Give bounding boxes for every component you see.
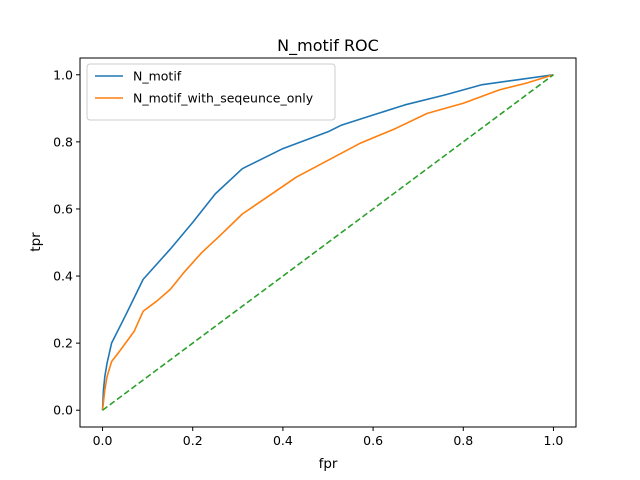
y-axis-ticks: 0.0 0.2 0.4 0.6 0.8 1.0 (53, 67, 80, 418)
series-line-2 (101, 74, 554, 411)
chance-diagonal-line (102, 74, 554, 411)
plot-area (79, 57, 577, 428)
y-tick-label: 0.6 (53, 201, 73, 216)
y-tick-label: 0.8 (53, 134, 73, 149)
x-axis-label: fpr (319, 456, 338, 472)
x-tick-label: 1.0 (544, 433, 564, 448)
y-axis-label: tpr (28, 232, 44, 252)
series-line-1 (101, 73, 554, 411)
legend-label: N_motif (133, 69, 182, 84)
chart-title: N_motif ROC (277, 36, 379, 56)
legend-box (86, 63, 336, 121)
legend-label: N_motif_with_seqeunce_only (133, 91, 314, 106)
y-tick-label: 0.4 (53, 269, 73, 284)
series-layer (101, 73, 554, 411)
x-tick-label: 0.2 (183, 433, 203, 448)
x-axis-ticks: 0.0 0.2 0.4 0.6 0.8 1.0 (93, 427, 564, 448)
axes-frame (79, 57, 577, 428)
x-tick-label: 0.0 (93, 433, 113, 448)
x-tick-label: 0.6 (363, 433, 383, 448)
x-tick-label: 0.8 (453, 433, 473, 448)
y-tick-label: 0.0 (53, 403, 73, 418)
legend: N_motif N_motif_with_seqeunce_only (86, 63, 336, 121)
y-tick-label: 1.0 (53, 67, 73, 82)
x-tick-label: 0.4 (273, 433, 293, 448)
y-tick-label: 0.2 (53, 336, 73, 351)
